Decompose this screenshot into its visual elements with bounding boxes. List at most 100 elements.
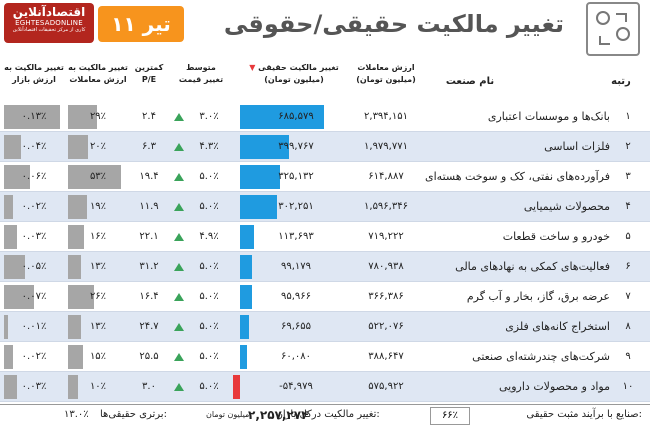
rank-cell: ۹ — [625, 351, 631, 362]
date-badge: ۱۱ تیر — [98, 6, 184, 42]
pe-cell: ۶.۳ — [142, 141, 156, 152]
own-to-trade-cell: ۱۶٪ — [89, 231, 107, 242]
col-ownership-change: ▼ تغییر مالکیت حقیقی (میلیون تومان) — [240, 62, 348, 102]
trade-value-cell: ۳۶۶,۳۸۶ — [368, 291, 404, 302]
col-own-to-market: تغییر مالکیت به ارزش بازار — [2, 62, 66, 102]
col-own-to-trade-title-2: ارزش معاملات — [69, 75, 127, 84]
rank-cell: ۲ — [625, 141, 631, 152]
summary-footer: صنایع با برآیند مثبت حقیقی: ۶۶٪ تغییر ما… — [0, 404, 650, 447]
pe-cell: ۲.۴ — [142, 111, 156, 122]
own-to-market-cell: ۰.۰۵٪ — [21, 261, 47, 272]
industry-cell: محصولات شیمیایی — [523, 200, 610, 213]
industry-cell: شرکت‌های چندرشته‌ای صنعتی — [472, 350, 610, 363]
avg-price-change-cell: ۵.۰٪ — [199, 291, 219, 302]
table-row: ۱ بانک‌ها و موسسات اعتباری ۲,۳۹۴,۱۵۱ ۶۸۵,۵۷… — [0, 102, 650, 132]
market-total-unit: میلیون تومان — [206, 410, 250, 419]
own-to-market-bar — [4, 225, 17, 249]
up-arrow-icon — [174, 113, 184, 121]
ownership-change-bar — [240, 225, 254, 249]
up-arrow-icon — [174, 353, 184, 361]
brand-logo: اقتصادآنلاین EGHTESADONLINE کاری از مرکز… — [4, 3, 94, 43]
own-to-market-cell: ۰.۰۲٪ — [21, 351, 47, 362]
own-to-market-bar — [4, 315, 9, 339]
market-total-label: تغییر مالکیت درکل بازار: — [278, 409, 380, 420]
up-arrow-icon — [174, 263, 184, 271]
avg-price-change-cell: ۵.۰٪ — [199, 201, 219, 212]
own-to-trade-bar — [68, 255, 81, 279]
trade-value-cell: ۱,۵۹۶,۳۴۶ — [364, 201, 408, 212]
own-to-trade-cell: ۱۵٪ — [89, 351, 107, 362]
col-avg-price-change-title-1: متوسط — [186, 63, 216, 72]
avg-price-change-cell: ۵.۰٪ — [199, 171, 219, 182]
real-advantage-value: ۱۳.۰٪ — [64, 409, 89, 420]
own-to-market-cell: ۰.۰۳٪ — [21, 381, 47, 392]
industry-cell: فرآورده‌های نفتی، کک و سوخت هسته‌ای — [425, 170, 610, 183]
own-to-trade-bar — [68, 315, 81, 339]
table-row: ۳ فرآورده‌های نفتی، کک و سوخت هسته‌ای ۶۱۴,… — [0, 162, 650, 192]
own-to-market-cell: ۰.۰۷٪ — [21, 291, 47, 302]
own-to-market-cell: ۰.۰۶٪ — [21, 171, 47, 182]
avg-price-change-cell: ۵.۰٪ — [199, 351, 219, 362]
ownership-change-bar — [233, 375, 240, 399]
ownership-change-bar — [240, 165, 280, 189]
trade-value-cell: ۵۲۲,۰۷۶ — [368, 321, 404, 332]
industry-cell: عرضه برق، گاز، بخار و آب گرم — [466, 290, 610, 303]
own-to-trade-cell: ۵۳٪ — [89, 171, 107, 182]
pe-cell: ۱۶.۴ — [139, 291, 159, 302]
own-to-market-bar — [4, 285, 34, 309]
ownership-change-value: ۳۰۲,۲۵۱ — [278, 201, 314, 212]
own-to-market-bar — [4, 165, 30, 189]
pe-cell: ۲۵.۵ — [139, 351, 159, 362]
ownership-change-value: ۹۵,۹۶۶ — [280, 291, 312, 302]
ownership-change-bar — [240, 105, 324, 129]
col-industry: نام صنعت — [445, 76, 495, 87]
own-to-market-cell: ۰.۱۳٪ — [21, 111, 47, 122]
own-to-market-bar — [4, 105, 60, 129]
trade-value-cell: ۷۸۰,۹۳۸ — [368, 261, 404, 272]
avg-price-change-cell: ۴.۹٪ — [199, 231, 219, 242]
own-to-market-cell: ۰.۰۳٪ — [21, 231, 47, 242]
table-row: ۶ فعالیت‌های کمکی به نهادهای مالی ۷۸۰,۹۳۸ ۹… — [0, 252, 650, 282]
rank-cell: ۴ — [625, 201, 631, 212]
rank-cell: ۳ — [625, 171, 631, 182]
avg-price-change-cell: ۵.۰٪ — [199, 321, 219, 332]
trade-value-cell: ۶۱۴,۸۸۷ — [368, 171, 404, 182]
own-to-trade-bar — [68, 195, 87, 219]
avg-price-change-cell: ۵.۰٪ — [199, 381, 219, 392]
own-to-market-bar — [4, 195, 13, 219]
own-to-market-bar — [4, 255, 26, 279]
col-own-to-trade: تغییر مالکیت به ارزش معاملات — [66, 62, 130, 102]
up-arrow-icon — [174, 323, 184, 331]
own-to-trade-cell: ۲۶٪ — [89, 291, 107, 302]
pe-cell: ۲۴.۷ — [139, 321, 159, 332]
up-arrow-icon — [174, 143, 184, 151]
up-arrow-icon — [174, 293, 184, 301]
ownership-change-value: ۶۸۵,۵۷۹ — [278, 111, 314, 122]
trade-value-cell: ۳۸۸,۶۴۷ — [368, 351, 404, 362]
col-pe-title-1: کمترین — [134, 63, 164, 72]
trade-value-cell: ۵۷۵,۹۲۲ — [368, 381, 404, 392]
positive-industries-value: ۶۶٪ — [430, 407, 470, 425]
col-trade-value-title: ارزش معاملات — [357, 63, 415, 72]
real-advantage-label: برتری حقیقی‌ها: — [100, 409, 167, 420]
own-to-trade-cell: ۱۹٪ — [89, 201, 107, 212]
own-to-trade-cell: ۱۰٪ — [89, 381, 107, 392]
own-to-market-cell: ۰.۰۲٪ — [21, 201, 47, 212]
col-ownership-change-unit: (میلیون تومان) — [264, 75, 324, 84]
own-to-trade-bar — [68, 285, 94, 309]
col-avg-price-change-title-2: تغییر قیمت — [178, 75, 224, 84]
industry-cell: مواد و محصولات دارویی — [499, 380, 610, 393]
own-to-market-bar — [4, 135, 22, 159]
brand-subtitle: EGHTESADONLINE — [15, 19, 83, 27]
pe-cell: ۳.۰ — [142, 381, 156, 392]
up-arrow-icon — [174, 383, 184, 391]
industry-cell: خودرو و ساخت قطعات — [502, 230, 610, 243]
industry-cell: فلزات اساسی — [544, 140, 610, 153]
own-to-market-cell: ۰.۰۴٪ — [21, 141, 47, 152]
table-row: ۲ فلزات اساسی ۱,۹۷۹,۷۷۱ ۳۹۹,۷۶۷ ۴.۳٪ ۶.۳ ۲۰٪ ۰.… — [0, 132, 650, 162]
trade-value-cell: ۷۱۹,۲۲۲ — [368, 231, 404, 242]
rank-cell: ۸ — [625, 321, 631, 332]
col-own-to-trade-title-1: تغییر مالکیت به — [68, 63, 128, 72]
own-to-trade-bar — [68, 105, 97, 129]
col-ownership-change-title: ▼ تغییر مالکیت حقیقی — [249, 63, 339, 72]
